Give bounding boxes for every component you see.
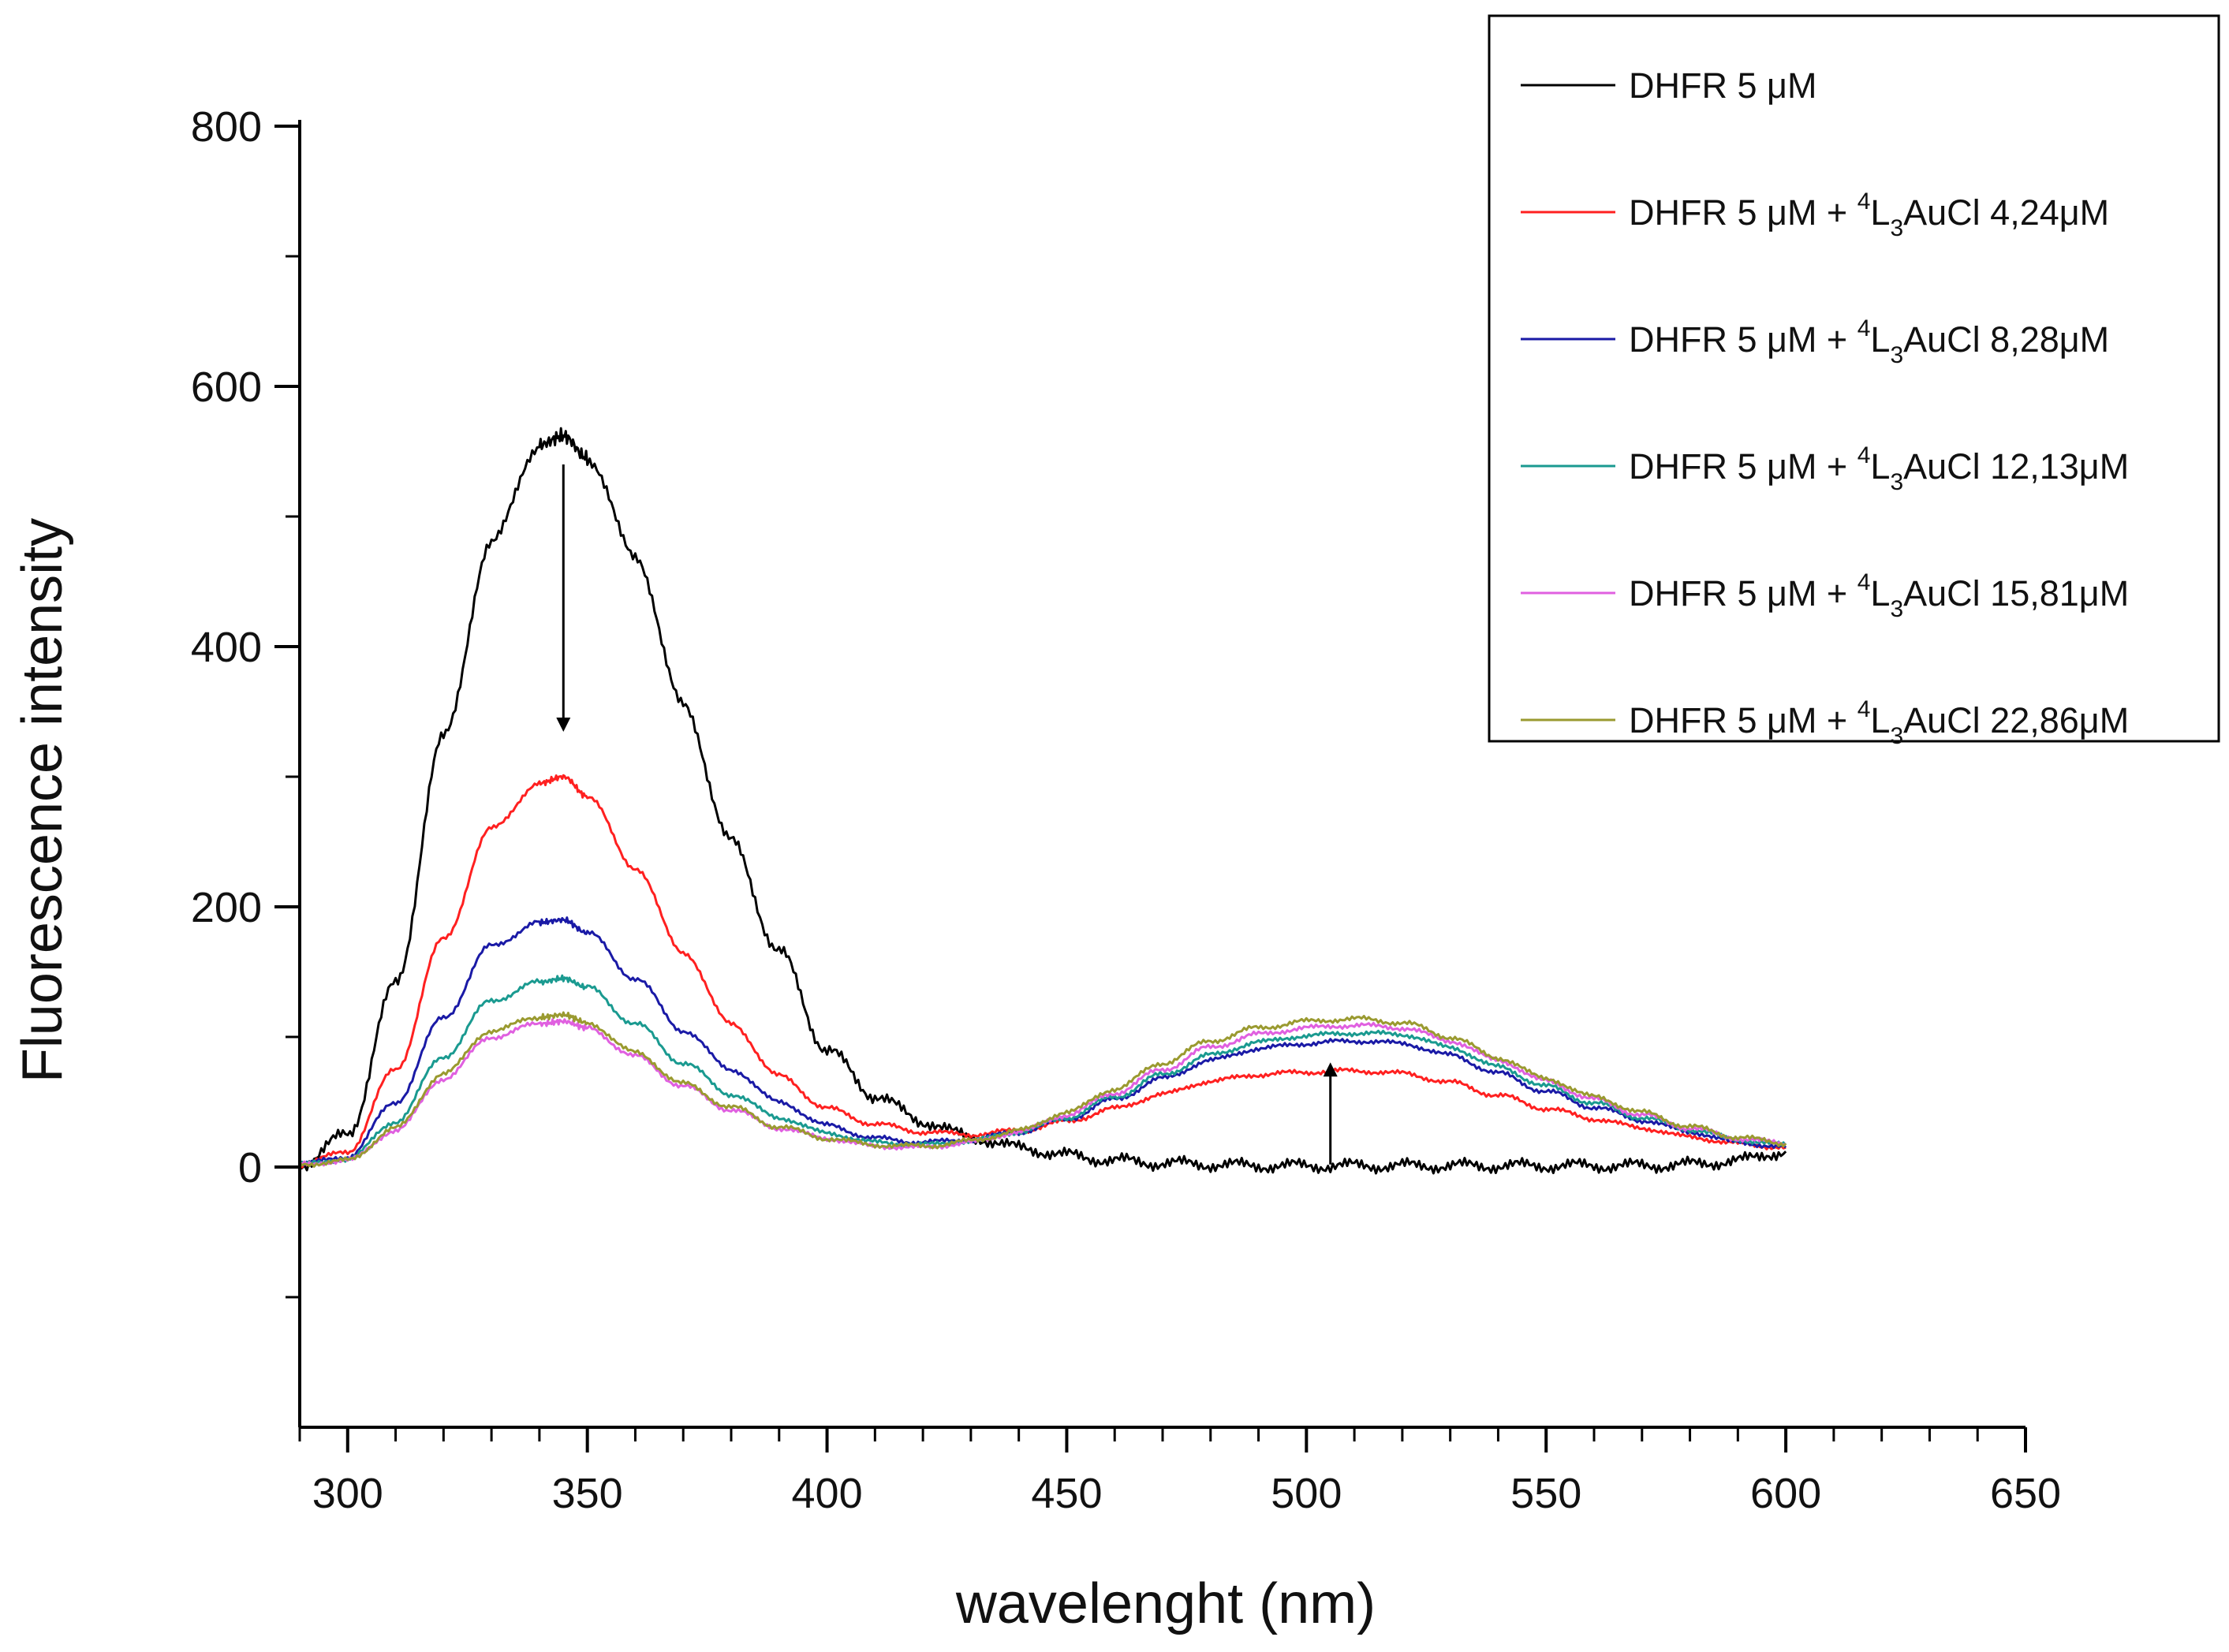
x-tick-label: 400 <box>792 1470 863 1517</box>
x-tick-label: 550 <box>1510 1470 1581 1517</box>
legend-label-superscript: 4 <box>1858 188 1871 214</box>
legend-box <box>1488 14 2220 743</box>
legend-label-5: DHFR 5 μM + 4L3AuCl 15,81μM <box>1629 569 2129 622</box>
y-tick-label: 600 <box>191 364 262 411</box>
series-line-1 <box>299 427 1787 1175</box>
legend-label-prefix: DHFR 5 μM <box>1629 65 1816 106</box>
legend-label-6: DHFR 5 μM + 4L3AuCl 22,86μM <box>1629 696 2129 749</box>
legend-label-L: L <box>1870 700 1890 740</box>
y-tick-label: 800 <box>191 103 262 151</box>
y-axis-title: Fluorescence intensity <box>11 518 74 1083</box>
y-tick-label: 0 <box>238 1144 262 1191</box>
legend-label-L: L <box>1870 446 1890 487</box>
legend-label-4: DHFR 5 μM + 4L3AuCl 12,13μM <box>1629 442 2129 495</box>
legend-label-L: L <box>1870 319 1890 360</box>
plot-lines <box>298 427 1787 1175</box>
y-tick-label: 400 <box>191 624 262 671</box>
legend-label-L: L <box>1870 192 1890 233</box>
legend-label-prefix: DHFR 5 μM + <box>1629 573 1858 613</box>
x-tick-label: 450 <box>1031 1470 1102 1517</box>
series-line-6 <box>298 1011 1787 1168</box>
series-line-4 <box>298 974 1787 1166</box>
legend-label-rest: AuCl 12,13μM <box>1903 446 2129 487</box>
x-tick-label: 350 <box>552 1470 623 1517</box>
legend-label-rest: AuCl 8,28μM <box>1903 319 2109 360</box>
legend-label-prefix: DHFR 5 μM + <box>1629 700 1858 740</box>
legend-label-superscript: 4 <box>1858 569 1871 595</box>
legend-label-prefix: DHFR 5 μM + <box>1629 319 1858 360</box>
legend-label-1: DHFR 5 μM <box>1629 65 1816 106</box>
x-tick-label: 500 <box>1271 1470 1342 1517</box>
legend-label-prefix: DHFR 5 μM + <box>1629 446 1858 487</box>
x-tick-label: 600 <box>1750 1470 1821 1517</box>
legend-label-subscript: 3 <box>1890 596 1903 622</box>
legend-label-rest: AuCl 15,81μM <box>1903 573 2129 613</box>
legend-label-prefix: DHFR 5 μM + <box>1629 192 1858 233</box>
x-axis-title: wavelenght (nm) <box>955 1572 1376 1635</box>
legend-label-2: DHFR 5 μM + 4L3AuCl 4,24μM <box>1629 188 2109 241</box>
x-tick-label: 650 <box>1990 1470 2061 1517</box>
legend-label-3: DHFR 5 μM + 4L3AuCl 8,28μM <box>1629 315 2109 368</box>
x-tick-label: 300 <box>312 1470 383 1517</box>
annotation-arrows <box>556 464 1338 1165</box>
legend-label-superscript: 4 <box>1858 315 1871 341</box>
legend-label-subscript: 3 <box>1890 215 1903 241</box>
legend-label-rest: AuCl 4,24μM <box>1903 192 2109 233</box>
legend-label-L: L <box>1870 573 1890 613</box>
legend-label-superscript: 4 <box>1858 442 1871 468</box>
legend-label-subscript: 3 <box>1890 469 1903 495</box>
y-tick-label: 200 <box>191 884 262 931</box>
series-line-3 <box>299 916 1787 1166</box>
legend-label-superscript: 4 <box>1858 696 1871 722</box>
legend-label-subscript: 3 <box>1890 723 1903 749</box>
legend-label-rest: AuCl 22,86μM <box>1903 700 2129 740</box>
y-axis-ticks: 0 200 400 600 800 <box>191 103 300 1299</box>
legend-label-subscript: 3 <box>1890 342 1903 368</box>
x-axis-ticks: 300 350 400 450 500 550 600 650 <box>298 1427 2061 1517</box>
